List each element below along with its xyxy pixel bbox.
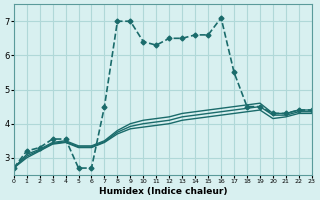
X-axis label: Humidex (Indice chaleur): Humidex (Indice chaleur) bbox=[99, 187, 227, 196]
